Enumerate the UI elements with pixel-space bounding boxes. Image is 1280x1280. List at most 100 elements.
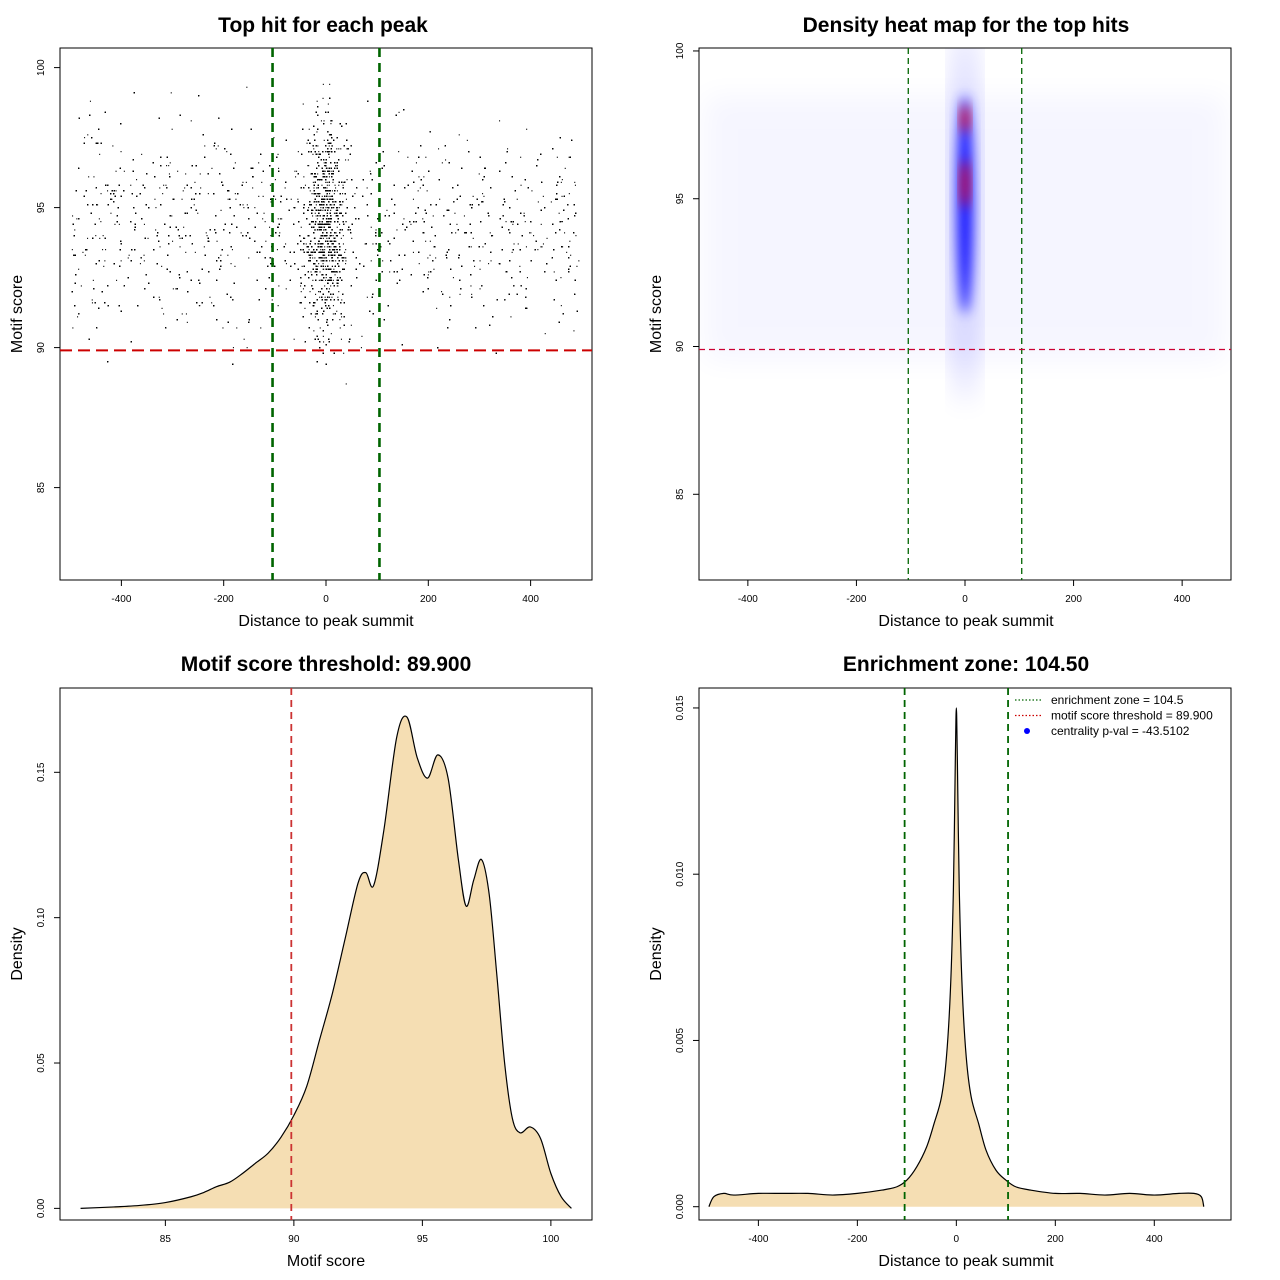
scatter-point xyxy=(339,223,341,225)
scatter-point xyxy=(330,333,332,335)
scatter-point xyxy=(336,235,338,237)
scatter-point xyxy=(573,330,575,332)
scatter-point xyxy=(91,302,93,304)
scatter-point xyxy=(215,148,217,150)
scatter-point xyxy=(560,305,562,307)
scatter-point xyxy=(260,327,262,329)
scatter-point xyxy=(230,263,232,265)
scatter-point xyxy=(78,268,80,270)
scatter-point xyxy=(97,204,99,206)
scatter-point xyxy=(372,243,374,245)
scatter-point xyxy=(107,190,109,192)
scatter-point xyxy=(317,265,319,267)
scatter-point xyxy=(308,165,310,167)
scatter-point xyxy=(435,257,437,259)
scatter-point xyxy=(172,240,174,242)
scatter-point xyxy=(281,218,283,220)
scatter-point xyxy=(364,243,366,245)
scatter-point xyxy=(325,207,327,209)
scatter-point xyxy=(285,263,287,265)
scatter-point xyxy=(482,193,484,195)
scatter-point xyxy=(245,181,247,183)
scatter-point xyxy=(226,151,228,153)
scatter-point xyxy=(418,263,420,265)
scatter-point xyxy=(168,165,170,167)
scatter-point xyxy=(463,215,465,217)
scatter-point xyxy=(179,246,181,248)
scatter-point xyxy=(102,249,104,251)
scatter-point xyxy=(318,263,320,265)
scatter-point xyxy=(316,218,318,220)
scatter-point xyxy=(99,153,101,155)
scatter-point xyxy=(429,254,431,256)
scatter-point xyxy=(478,173,480,175)
scatter-point xyxy=(314,229,316,231)
scatter-point xyxy=(326,246,328,248)
scatter-point xyxy=(321,274,323,276)
scatter-point xyxy=(360,347,362,349)
scatter-point xyxy=(479,268,481,270)
scatter-point xyxy=(329,251,331,253)
scatter-point xyxy=(185,173,187,175)
scatter-point xyxy=(296,170,298,172)
scatter-point xyxy=(168,173,170,175)
scatter-point xyxy=(270,201,272,203)
scatter-point xyxy=(330,170,332,172)
scatter-point xyxy=(432,215,434,217)
scatter-point xyxy=(323,176,325,178)
scatter-point xyxy=(136,179,138,181)
scatter-point xyxy=(540,246,542,248)
scatter-point xyxy=(220,254,222,256)
scatter-point xyxy=(208,240,210,242)
scatter-point xyxy=(185,251,187,253)
scatter-point xyxy=(489,232,491,234)
scatter-point xyxy=(433,268,435,270)
scatter-point xyxy=(337,271,339,273)
scatter-point xyxy=(262,218,264,220)
scatter-point xyxy=(492,235,494,237)
scatter-point xyxy=(322,83,324,85)
scatter-point xyxy=(217,145,219,147)
scatter-point xyxy=(319,296,321,298)
scatter-point xyxy=(88,176,90,178)
scatter-point xyxy=(200,187,202,189)
scatter-plot-frame xyxy=(59,47,593,581)
scatter-point xyxy=(312,153,314,155)
scatter-point xyxy=(235,198,237,200)
scatter-point xyxy=(561,195,563,197)
scatter-point xyxy=(328,134,330,136)
scatter-point xyxy=(426,190,428,192)
scatter-point xyxy=(100,193,102,195)
scatter-point xyxy=(322,335,324,337)
scatter-point xyxy=(325,151,327,153)
scatter-point xyxy=(330,209,332,211)
scatter-point xyxy=(254,207,256,209)
scatter-point xyxy=(321,195,323,197)
scatter-point xyxy=(423,232,425,234)
scatter-point xyxy=(166,165,168,167)
scatter-point xyxy=(340,148,342,150)
scatter-point xyxy=(315,229,317,231)
scatter-point xyxy=(323,198,325,200)
scatter-point xyxy=(325,277,327,279)
scatter-point xyxy=(314,212,316,214)
scatter-point xyxy=(194,181,196,183)
scatter-point xyxy=(302,103,304,105)
scatter-point xyxy=(317,173,319,175)
scatter-point xyxy=(143,223,145,225)
scatter-point xyxy=(434,246,436,248)
scatter-point xyxy=(327,279,329,281)
scatter-point xyxy=(412,198,414,200)
scatter-point xyxy=(425,240,427,242)
scatter-point xyxy=(578,260,580,262)
scatter-point xyxy=(120,151,122,153)
scatter-point xyxy=(155,207,157,209)
scatter-point xyxy=(575,235,577,237)
scatter-point xyxy=(311,254,313,256)
scatter-point xyxy=(474,265,476,267)
scatter-point xyxy=(246,347,248,349)
scatter-point xyxy=(350,324,352,326)
scatter-point xyxy=(309,142,311,144)
scatter-point xyxy=(354,193,356,195)
scatter-point xyxy=(310,271,312,273)
